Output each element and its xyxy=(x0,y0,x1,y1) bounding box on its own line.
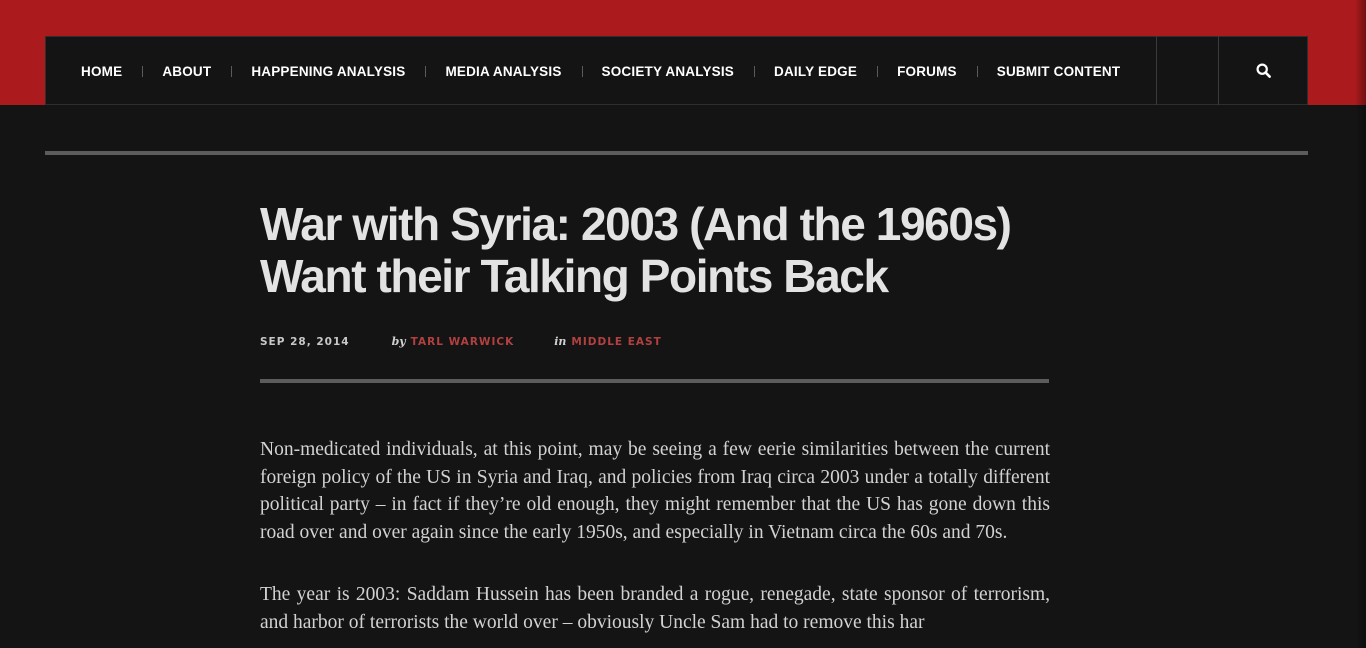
main-navigation: HOME ABOUT HAPPENING ANALYSIS MEDIA ANAL… xyxy=(45,36,1308,105)
nav-separator xyxy=(877,66,879,77)
nav-item-about[interactable]: ABOUT xyxy=(162,64,251,79)
article-title-line: War with Syria: 2003 (And the 1960s) xyxy=(260,198,1012,250)
article: War with Syria: 2003 (And the 1960s) Wan… xyxy=(260,198,1050,633)
nav-item-forums[interactable]: FORUMS xyxy=(897,64,997,79)
nav-menu: HOME ABOUT HAPPENING ANALYSIS MEDIA ANAL… xyxy=(81,37,1120,106)
article-title: War with Syria: 2003 (And the 1960s) Wan… xyxy=(260,198,1050,302)
nav-separator xyxy=(976,66,978,77)
nav-item-media-analysis[interactable]: MEDIA ANALYSIS xyxy=(445,64,601,79)
nav-label[interactable]: SOCIETY ANALYSIS xyxy=(601,64,735,79)
section-divider xyxy=(45,151,1308,155)
search-icon[interactable] xyxy=(1256,63,1271,78)
meta-divider xyxy=(260,379,1049,383)
nav-item-daily-edge[interactable]: DAILY EDGE xyxy=(774,64,897,79)
article-meta: SEP 28, 2014 by TARL WARWICK in MIDDLE E… xyxy=(260,335,662,348)
nav-item-happening-analysis[interactable]: HAPPENING ANALYSIS xyxy=(251,64,445,79)
nav-label[interactable]: SUBMIT CONTENT xyxy=(996,64,1121,79)
nav-label[interactable]: ABOUT xyxy=(162,64,212,79)
nav-label[interactable]: FORUMS xyxy=(897,64,957,79)
author-link[interactable]: TARL WARWICK xyxy=(410,336,515,348)
category-prefix: in xyxy=(554,335,567,348)
article-body: Non-medicated individuals, at this point… xyxy=(260,436,1050,648)
nav-separator xyxy=(425,66,427,77)
search-button[interactable] xyxy=(1218,36,1308,105)
nav-item-submit-content[interactable]: SUBMIT CONTENT xyxy=(997,64,1121,79)
nav-label[interactable]: HAPPENING ANALYSIS xyxy=(251,64,406,79)
nav-separator xyxy=(581,66,583,77)
article-paragraph: Non-medicated individuals, at this point… xyxy=(260,439,1050,544)
nav-separator xyxy=(231,66,233,77)
scrollbar-shadow xyxy=(1355,0,1366,648)
nav-label[interactable]: HOME xyxy=(81,64,123,79)
nav-label[interactable]: DAILY EDGE xyxy=(774,64,858,79)
nav-item-society-analysis[interactable]: SOCIETY ANALYSIS xyxy=(602,64,775,79)
nav-label[interactable]: MEDIA ANALYSIS xyxy=(445,64,562,79)
category-link[interactable]: MIDDLE EAST xyxy=(571,336,662,348)
article-paragraph: The year is 2003: Saddam Hussein has bee… xyxy=(260,583,1050,633)
article-title-line: Want their Talking Points Back xyxy=(260,250,889,302)
article-date: SEP 28, 2014 xyxy=(260,336,350,348)
nav-separator xyxy=(142,66,144,77)
nav-item-home[interactable]: HOME xyxy=(81,64,162,79)
nav-empty-slot xyxy=(1156,36,1218,105)
byline-prefix: by xyxy=(391,335,406,348)
nav-separator xyxy=(754,66,756,77)
